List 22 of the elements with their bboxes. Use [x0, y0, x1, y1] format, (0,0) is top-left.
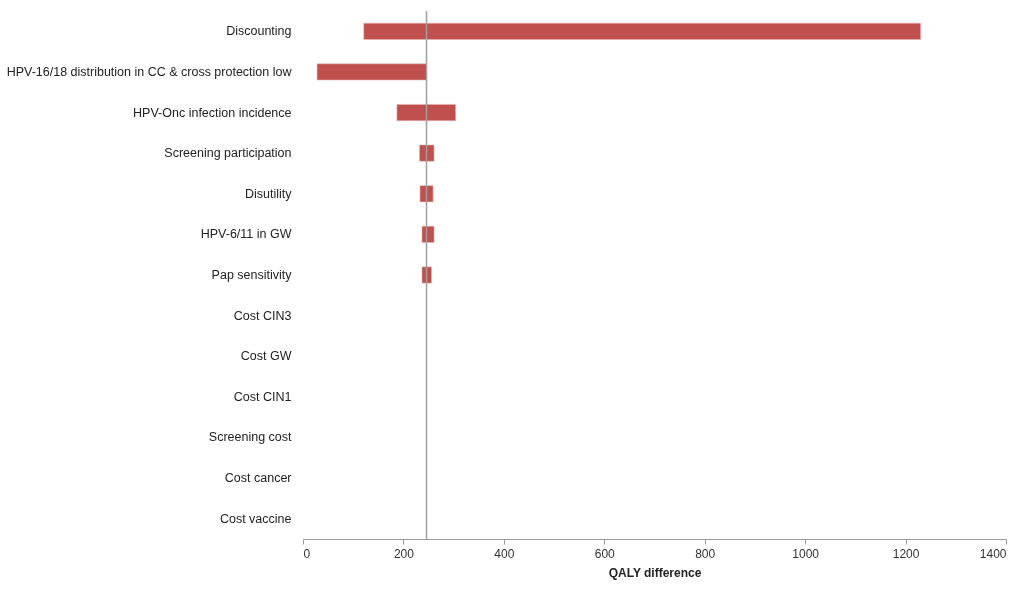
x-axis-title: QALY difference: [608, 565, 702, 580]
y-tick-label: HPV-Onc infection incidence: [133, 105, 292, 120]
x-tick-label: 800: [695, 546, 716, 561]
x-tick-label: 1200: [892, 546, 920, 561]
x-tick-label: 1000: [792, 546, 820, 561]
y-tick-label: Pap sensitivity: [211, 268, 293, 282]
y-tick-label: Cost CIN3: [233, 308, 292, 323]
y-tick-label: HPV-16/18 distribution in CC & cross protection low: [6, 64, 293, 79]
x-tick-label: 1400: [979, 546, 1007, 561]
y-tick-label: Screening participation: [164, 146, 292, 161]
x-tick-label: 400: [494, 546, 515, 561]
y-tick-label: Cost cancer: [224, 471, 292, 486]
x-tick-label: 600: [594, 546, 616, 561]
y-tick-label: Cost CIN1: [233, 389, 292, 404]
y-tick-label: Screening cost: [208, 430, 293, 445]
y-tick-label: HPV-6/11 in GW: [200, 227, 292, 242]
x-tick-label: 200: [393, 546, 415, 561]
y-tick-label: Discounting: [226, 24, 292, 39]
x-tick-label: 0: [303, 546, 311, 561]
y-tick-label: Disutility: [244, 186, 293, 201]
y-tick-label: Cost vaccine: [219, 511, 292, 526]
y-tick-label: Cost GW: [240, 349, 292, 364]
